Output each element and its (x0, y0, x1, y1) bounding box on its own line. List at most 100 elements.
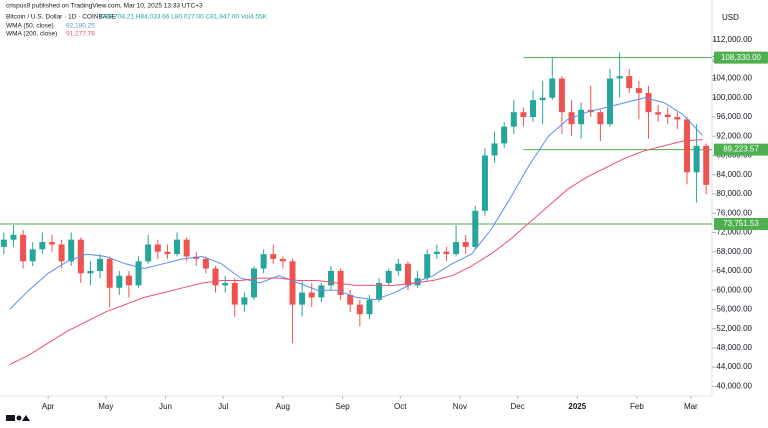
candle-body (683, 119, 690, 173)
y-tick-label: 48,000.00 (716, 343, 752, 352)
candle-body (597, 112, 604, 125)
candle-body (356, 304, 363, 315)
candle-body (48, 242, 55, 245)
candle-body (10, 234, 17, 240)
candle-body (241, 297, 248, 305)
y-tick-label: 104,000.00 (712, 74, 753, 83)
candle-body (212, 268, 219, 286)
x-tick-label: Aug (276, 402, 290, 411)
candle-body (385, 270, 392, 283)
candle-body (222, 282, 229, 286)
chart-title: Bitcoin / U.S. Dollar · 1D · COINBASE (6, 14, 116, 21)
candle-body (183, 239, 190, 257)
level-label-box (714, 143, 768, 156)
candle-body (289, 261, 296, 305)
candle-body (154, 244, 161, 252)
y-tick-label: 80,000.00 (716, 189, 752, 198)
x-tick-label: Dec (511, 402, 525, 411)
candle-body (703, 145, 710, 185)
x-tick-label: Oct (394, 402, 407, 411)
candle-body (202, 258, 209, 269)
candle-body (481, 155, 488, 211)
candle-body (376, 282, 383, 300)
x-tick-label: Apr (42, 402, 55, 411)
candle-body (693, 145, 700, 173)
candle-body (616, 76, 623, 79)
candle-body (655, 112, 662, 115)
y-tick-label: 68,000.00 (716, 247, 752, 256)
candle-body (501, 126, 508, 144)
tradingview-logo (6, 415, 30, 421)
candle-body (472, 210, 479, 247)
candle-body (164, 251, 171, 255)
candle-body (433, 251, 440, 255)
y-tick-label: 76,000.00 (716, 208, 752, 217)
candle-body (462, 242, 469, 247)
y-tick-label: 40,000.00 (716, 381, 752, 390)
level-label: 73,751.53 (723, 219, 759, 228)
candle-body (318, 285, 325, 298)
candle-body (645, 92, 652, 113)
candle-body (635, 88, 642, 93)
candle-body (510, 112, 517, 127)
candle-body (337, 270, 344, 295)
x-tick-label: May (98, 402, 113, 411)
candle-body (443, 251, 450, 255)
y-tick-label: 84,000.00 (716, 170, 752, 179)
y-tick-label: 64,000.00 (716, 266, 752, 275)
candle-body (97, 258, 104, 271)
candle-body (424, 254, 431, 279)
legend-value: 92,180.25 (66, 23, 95, 30)
candle-body (270, 254, 277, 259)
level-label: 108,330.00 (721, 53, 762, 62)
candle-body (308, 292, 315, 298)
y-tick-label: 72,000.00 (716, 228, 752, 237)
candle-body (520, 112, 527, 117)
candle-body (231, 282, 238, 305)
candle-body (453, 242, 460, 255)
legend-label: WMA (200, close) (6, 31, 57, 38)
candle-body (395, 263, 402, 271)
candle-body (58, 244, 65, 262)
candle-body (39, 242, 46, 250)
level-label: 89,223.57 (723, 145, 759, 154)
candle-body (664, 114, 671, 117)
y-tick-label: 100,000.00 (712, 93, 753, 102)
y-tick-label: 96,000.00 (716, 112, 752, 121)
candle-body (578, 109, 585, 125)
candle-body (251, 268, 258, 298)
x-tick-label: Mar (684, 402, 698, 411)
candle-body (366, 299, 373, 315)
candle-body (260, 254, 267, 269)
candle-body (347, 294, 354, 305)
candle-body (106, 258, 113, 288)
candle-body (125, 275, 132, 286)
x-tick-label: Jul (218, 402, 228, 411)
candle-body (539, 97, 546, 101)
candle-body (116, 275, 123, 288)
candle-body (29, 249, 36, 262)
y-tick-label: 92,000.00 (716, 131, 752, 140)
candle-body (491, 143, 498, 156)
level-label-box (714, 218, 768, 231)
y-tick-label: 56,000.00 (716, 305, 752, 314)
candle-body (674, 116, 681, 120)
y-tick-label: 44,000.00 (716, 362, 752, 371)
publisher: crispus9 published on TradingView.com, M… (6, 3, 203, 10)
candle-body (135, 261, 142, 286)
candle-body (626, 76, 633, 89)
candle-body (558, 78, 565, 113)
y-tick-label: 60,000.00 (716, 285, 752, 294)
candle-body (549, 78, 556, 98)
y-tick-label: 112,000.00 (713, 35, 753, 44)
candle-body (20, 234, 27, 262)
x-tick-label: 2025 (568, 402, 586, 411)
y-unit: USD (722, 13, 739, 22)
legend-label: WMA (50, close) (6, 23, 54, 30)
wma-line (9, 139, 703, 366)
x-tick-label: Nov (453, 402, 467, 411)
x-tick-label: Feb (630, 402, 644, 411)
candle-body (174, 239, 181, 255)
